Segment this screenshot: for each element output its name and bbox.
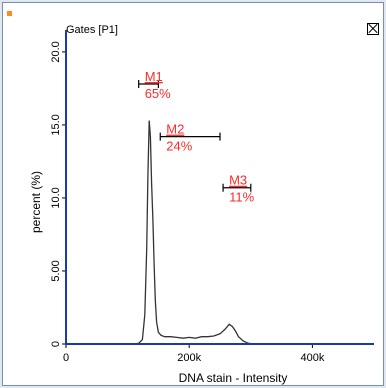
x-axis-title: DNA stain - Intensity	[179, 371, 288, 385]
close-box-icon[interactable]	[367, 23, 379, 35]
selection-marker-icon	[7, 11, 12, 16]
marker-percent: 11%	[229, 190, 254, 205]
y-axis-ticks: 0 5.00 10.0 15.0 20.0	[50, 41, 66, 347]
x-tick-label: 0	[63, 352, 69, 364]
marker-percent: 65%	[145, 86, 171, 101]
marker-name: M2	[166, 122, 184, 137]
plot-title: Gates [P1]	[66, 24, 118, 36]
y-tick-label: 10.0	[50, 187, 62, 208]
y-tick-label: 15.0	[50, 114, 62, 135]
y-tick-label: 20.0	[50, 41, 62, 62]
marker-name: M1	[145, 69, 163, 84]
x-axis-ticks: 0 200k 400k	[63, 344, 325, 364]
y-tick-label: 0	[50, 341, 62, 347]
marker-name: M3	[229, 173, 247, 188]
marker-percent: 24%	[166, 139, 192, 154]
y-axis-title: percent (%)	[29, 171, 43, 233]
x-tick-label: 400k	[300, 352, 324, 364]
histogram-series-line	[133, 120, 254, 345]
x-tick-label: 200k	[177, 352, 201, 364]
y-tick-label: 5.00	[50, 260, 62, 281]
